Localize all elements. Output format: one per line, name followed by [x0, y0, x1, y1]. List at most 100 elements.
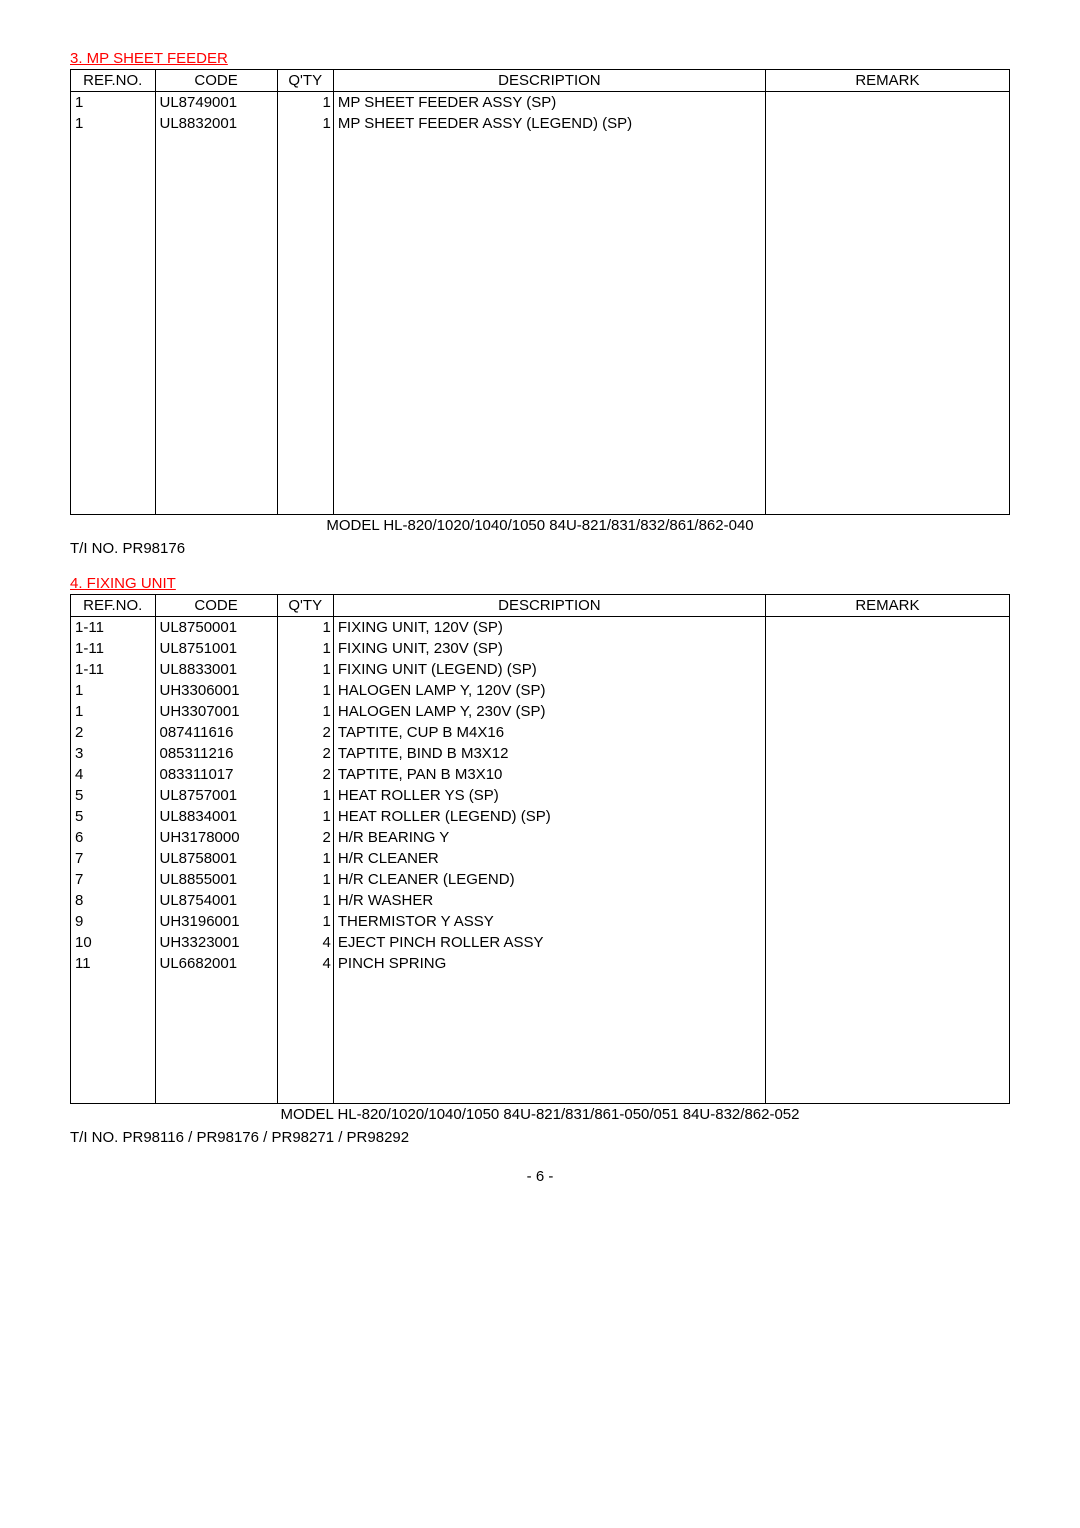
table-row: 11UL66820014PINCH SPRING — [71, 953, 1010, 974]
cell-ref: 1-11 — [71, 638, 156, 659]
cell-ref: 2 — [71, 722, 156, 743]
cell-ref: 3 — [71, 743, 156, 764]
cell-ref: 1-11 — [71, 616, 156, 638]
header-qty: Q'TY — [277, 594, 333, 616]
cell-code: UL6682001 — [155, 953, 277, 974]
cell-ref: 1 — [71, 680, 156, 701]
header-desc: DESCRIPTION — [333, 70, 765, 92]
cell-desc: THERMISTOR Y ASSY — [333, 911, 765, 932]
cell-qty: 2 — [277, 827, 333, 848]
cell-code: UL8855001 — [155, 869, 277, 890]
header-desc: DESCRIPTION — [333, 594, 765, 616]
table-row: 40833110172TAPTITE, PAN B M3X10 — [71, 764, 1010, 785]
cell-desc: H/R WASHER — [333, 890, 765, 911]
cell-rem — [765, 680, 1009, 701]
cell-desc: MP SHEET FEEDER ASSY (LEGEND) (SP) — [333, 113, 765, 134]
table-mp-sheet-feeder: REF.NO. CODE Q'TY DESCRIPTION REMARK 1 U… — [70, 69, 1010, 515]
header-refno: REF.NO. — [71, 594, 156, 616]
cell-qty: 1 — [277, 92, 333, 114]
cell-code: UL8750001 — [155, 616, 277, 638]
cell-desc: H/R CLEANER — [333, 848, 765, 869]
cell-ref: 9 — [71, 911, 156, 932]
cell-rem — [765, 764, 1009, 785]
cell-rem — [765, 638, 1009, 659]
cell-code: UL8749001 — [155, 92, 277, 114]
cell-code: UL8833001 — [155, 659, 277, 680]
cell-qty: 1 — [277, 869, 333, 890]
model-line-1: MODEL HL-820/1020/1040/1050 84U-821/831/… — [70, 517, 1010, 534]
cell-qty: 1 — [277, 890, 333, 911]
cell-code: UL8751001 — [155, 638, 277, 659]
cell-ref: 11 — [71, 953, 156, 974]
cell-desc: EJECT PINCH ROLLER ASSY — [333, 932, 765, 953]
cell-rem — [765, 848, 1009, 869]
cell-desc: PINCH SPRING — [333, 953, 765, 974]
header-code: CODE — [155, 70, 277, 92]
cell-desc: TAPTITE, BIND B M3X12 — [333, 743, 765, 764]
cell-desc: H/R CLEANER (LEGEND) — [333, 869, 765, 890]
section-title-2: 4. FIXING UNIT — [70, 575, 1010, 592]
cell-rem — [765, 701, 1009, 722]
cell-desc: HEAT ROLLER YS (SP) — [333, 785, 765, 806]
table-row: 1 UL8832001 1 MP SHEET FEEDER ASSY (LEGE… — [71, 113, 1010, 134]
table-row: 10UH33230014EJECT PINCH ROLLER ASSY — [71, 932, 1010, 953]
cell-qty: 1 — [277, 659, 333, 680]
cell-rem — [765, 953, 1009, 974]
table-spacer — [71, 974, 1010, 1104]
cell-qty: 1 — [277, 680, 333, 701]
table-row: 9UH31960011THERMISTOR Y ASSY — [71, 911, 1010, 932]
cell-desc: H/R BEARING Y — [333, 827, 765, 848]
cell-rem — [765, 869, 1009, 890]
cell-code: UL8832001 — [155, 113, 277, 134]
table-row: 8UL87540011H/R WASHER — [71, 890, 1010, 911]
cell-rem — [765, 827, 1009, 848]
cell-qty: 2 — [277, 722, 333, 743]
table-spacer — [71, 134, 1010, 514]
cell-code: UL8754001 — [155, 890, 277, 911]
cell-code: UH3307001 — [155, 701, 277, 722]
cell-code: 085311216 — [155, 743, 277, 764]
cell-ref: 1 — [71, 701, 156, 722]
model-line-2: MODEL HL-820/1020/1040/1050 84U-821/831/… — [70, 1106, 1010, 1123]
cell-qty: 2 — [277, 764, 333, 785]
cell-rem — [765, 92, 1009, 114]
cell-ref: 5 — [71, 806, 156, 827]
cell-desc: HALOGEN LAMP Y, 120V (SP) — [333, 680, 765, 701]
table-row: 7UL88550011H/R CLEANER (LEGEND) — [71, 869, 1010, 890]
cell-ref: 6 — [71, 827, 156, 848]
cell-ref: 8 — [71, 890, 156, 911]
cell-rem — [765, 616, 1009, 638]
cell-ref: 10 — [71, 932, 156, 953]
cell-qty: 1 — [277, 785, 333, 806]
cell-desc: FIXING UNIT, 230V (SP) — [333, 638, 765, 659]
cell-code: 087411616 — [155, 722, 277, 743]
cell-ref: 7 — [71, 848, 156, 869]
table-row: 30853112162TAPTITE, BIND B M3X12 — [71, 743, 1010, 764]
cell-code: 083311017 — [155, 764, 277, 785]
table-header-row: REF.NO. CODE Q'TY DESCRIPTION REMARK — [71, 70, 1010, 92]
cell-desc: MP SHEET FEEDER ASSY (SP) — [333, 92, 765, 114]
cell-rem — [765, 722, 1009, 743]
table-row: 1 UL8749001 1 MP SHEET FEEDER ASSY (SP) — [71, 92, 1010, 114]
cell-rem — [765, 806, 1009, 827]
table-header-row: REF.NO. CODE Q'TY DESCRIPTION REMARK — [71, 594, 1010, 616]
page-number: - 6 - — [70, 1168, 1010, 1185]
table-row: 6UH31780002H/R BEARING Y — [71, 827, 1010, 848]
ti-line-2: T/I NO. PR98116 / PR98176 / PR98271 / PR… — [70, 1129, 1010, 1146]
ti-line-1: T/I NO. PR98176 — [70, 540, 1010, 557]
cell-ref: 7 — [71, 869, 156, 890]
table-row: 7UL87580011H/R CLEANER — [71, 848, 1010, 869]
cell-ref: 4 — [71, 764, 156, 785]
cell-rem — [765, 743, 1009, 764]
table-row: 1-11UL87500011FIXING UNIT, 120V (SP) — [71, 616, 1010, 638]
cell-rem — [765, 113, 1009, 134]
header-code: CODE — [155, 594, 277, 616]
cell-desc: HALOGEN LAMP Y, 230V (SP) — [333, 701, 765, 722]
cell-desc: FIXING UNIT, 120V (SP) — [333, 616, 765, 638]
cell-ref: 1-11 — [71, 659, 156, 680]
cell-code: UH3323001 — [155, 932, 277, 953]
table-row: 20874116162TAPTITE, CUP B M4X16 — [71, 722, 1010, 743]
cell-code: UL8758001 — [155, 848, 277, 869]
cell-desc: FIXING UNIT (LEGEND) (SP) — [333, 659, 765, 680]
cell-desc: TAPTITE, CUP B M4X16 — [333, 722, 765, 743]
